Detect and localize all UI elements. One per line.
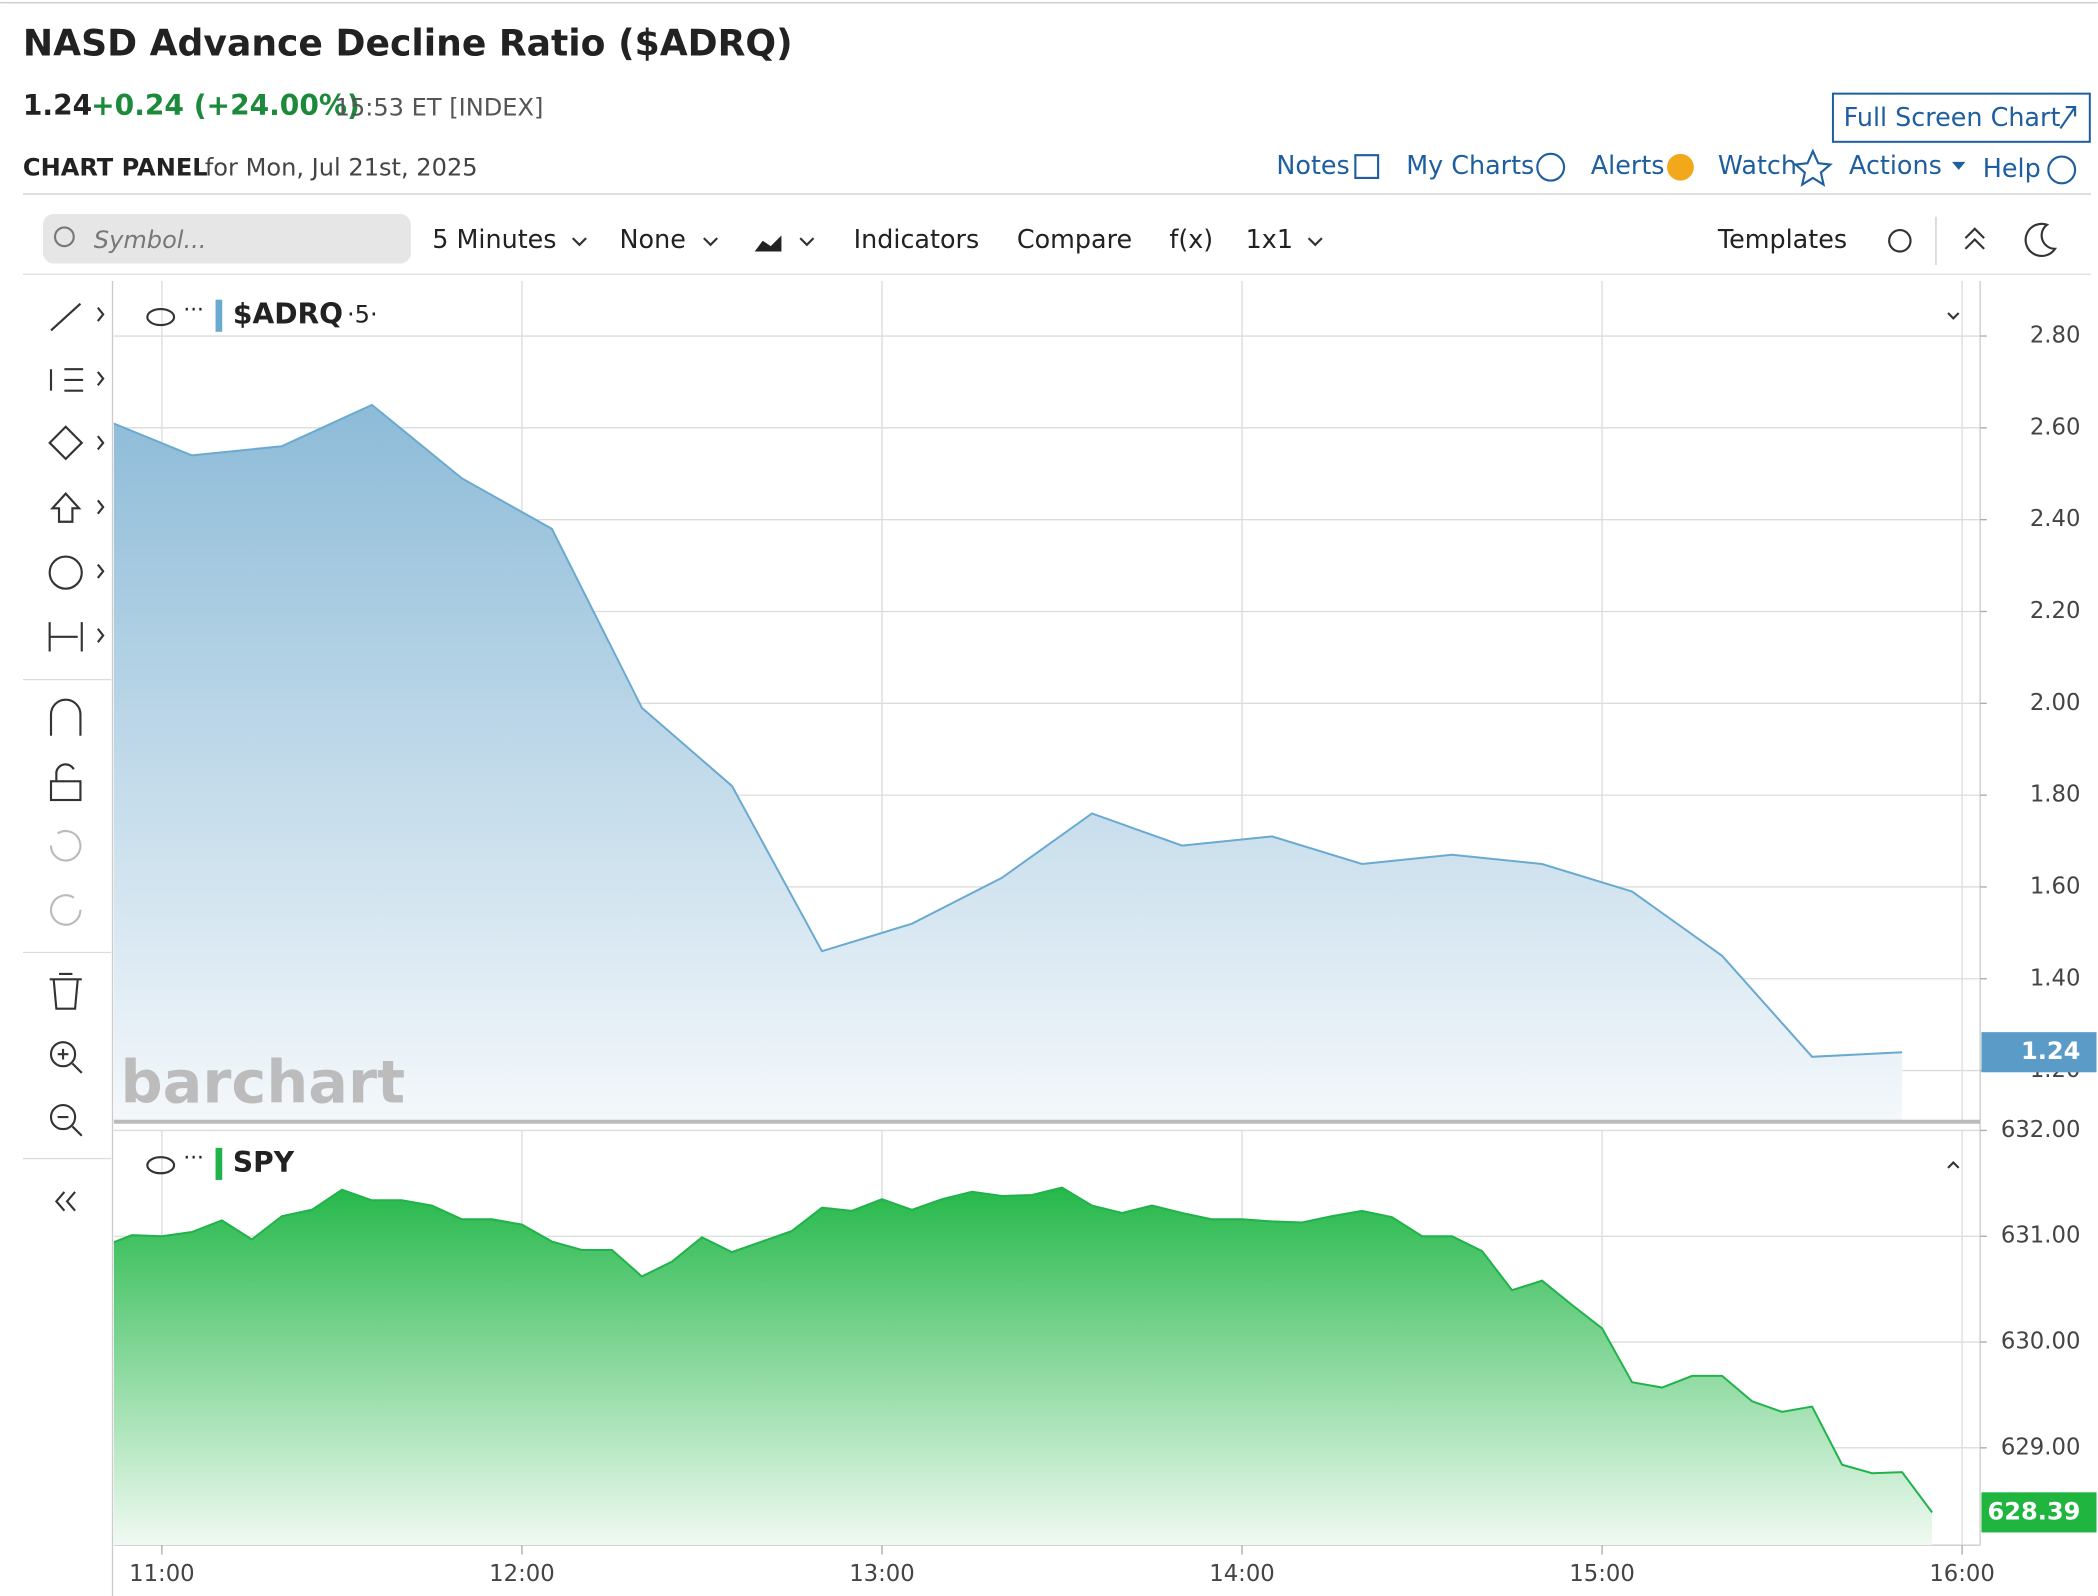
zoom-out[interactable]	[49, 1103, 77, 1131]
toolbar-indicators[interactable]: Indicators	[854, 224, 980, 254]
price-change: +0.24 (+24.00%)	[91, 89, 360, 122]
legend-interval: ·5·	[347, 301, 378, 329]
fib-tool[interactable]	[49, 368, 84, 392]
lock-tool[interactable]	[49, 780, 82, 802]
nav-my-charts[interactable]: My Charts	[1406, 150, 1534, 180]
y-tick-label: 629.00	[2001, 1434, 2081, 1460]
eye-icon[interactable]	[146, 1156, 176, 1175]
star-icon	[1792, 148, 1833, 187]
y-tick-label: 2.60	[2030, 414, 2081, 440]
full-screen-label[interactable]: Full Screen Chart	[1844, 102, 2061, 132]
area-fill	[113, 404, 1903, 1122]
watermark: barchart	[121, 1047, 406, 1116]
x-tick-label: 12:00	[489, 1561, 555, 1587]
y-tick-label: 631.00	[2001, 1223, 2081, 1249]
y-tick-label: 2.40	[2030, 506, 2081, 532]
help-icon	[2047, 155, 2077, 185]
settings-icon[interactable]	[1888, 229, 1912, 253]
legend-label: SPY	[233, 1146, 295, 1179]
quote-time: 15:53 ET [INDEX]	[335, 93, 544, 121]
y-tick-label: 1.80	[2030, 782, 2081, 808]
x-tick-label: 15:00	[1569, 1561, 1635, 1587]
title: NASD Advance Decline Ratio ($ADRQ)	[23, 21, 793, 64]
sidebar	[22, 302, 112, 1212]
alert-icon	[1667, 153, 1694, 181]
panel-label: CHART PANEL	[23, 154, 208, 182]
y-tick-label: 632.00	[2001, 1117, 2081, 1143]
last-price: 1.24	[23, 89, 92, 122]
zoom-in-glyph	[57, 1048, 83, 1074]
chevrons	[571, 237, 1323, 247]
more-icon[interactable]: ···	[183, 1146, 203, 1171]
area-fill	[113, 1187, 1933, 1546]
toolbar-aggregation[interactable]: None	[620, 224, 686, 254]
x-tick-label: 13:00	[849, 1561, 915, 1587]
panel-toggle[interactable]	[1947, 1161, 1960, 1169]
zoom-in[interactable]	[49, 1041, 77, 1068]
adrq-panel: 1.201.401.601.802.002.202.402.602.80$ADR…	[113, 280, 2097, 1122]
legend-label: $ADRQ	[233, 298, 343, 331]
legend: ··· ···	[146, 297, 1960, 1175]
symbol-placeholder: Symbol...	[94, 226, 207, 254]
toolbar-interval[interactable]: 5 Minutes	[432, 224, 556, 254]
arrow-tool[interactable]	[49, 492, 82, 523]
redo[interactable]	[49, 894, 82, 926]
undo[interactable]	[49, 830, 82, 862]
more-icon[interactable]: ···	[183, 297, 203, 322]
line	[113, 1186, 1933, 1513]
nav-actions[interactable]: Actions	[1849, 150, 1942, 180]
toolbar-fx[interactable]: f(x)	[1169, 224, 1213, 254]
last-price-label: 628.39	[1988, 1497, 2081, 1525]
line	[113, 403, 1903, 1058]
theme-icon[interactable]	[2024, 222, 2058, 258]
toolbar-templates[interactable]: Templates	[1717, 224, 1847, 254]
toolbar-layout[interactable]: 1x1	[1246, 224, 1293, 254]
nav-alerts[interactable]: Alerts	[1591, 150, 1665, 180]
notes-icon	[1354, 154, 1380, 179]
last-price-badge	[1981, 1032, 2097, 1073]
delete-tool[interactable]	[49, 972, 82, 1010]
y-tick-label: 2.00	[2030, 690, 2081, 716]
x-tick-label: 14:00	[1209, 1561, 1275, 1587]
collapse-sidebar[interactable]	[54, 1191, 76, 1212]
spy-panel: 629.00 630.00 631.00 632.00 SPY 628.39 11:00 12…	[113, 1117, 2097, 1587]
search-icon	[53, 226, 75, 248]
legend-swatch	[215, 1147, 223, 1180]
toolbar-compare[interactable]: Compare	[1017, 224, 1132, 254]
y-tick-label: 1.60	[2030, 873, 2081, 899]
panel-divider	[113, 1119, 1981, 1124]
symbol-search[interactable]	[42, 214, 411, 264]
lock-shackle	[55, 763, 75, 782]
label-tool[interactable]	[48, 555, 83, 590]
shape-tool[interactable]	[48, 425, 84, 461]
collapse-icon[interactable]	[1964, 227, 1985, 250]
y-tick-label: 2.80	[2030, 323, 2081, 349]
chart-type-icon[interactable]	[754, 235, 782, 252]
tool-expanders	[96, 307, 105, 643]
measure-tool[interactable]	[48, 622, 83, 652]
y-tick-label: 1.40	[2030, 965, 2081, 991]
last-price-label: 1.24	[2021, 1037, 2080, 1065]
magnet-tool[interactable]	[49, 698, 82, 736]
legend-swatch	[215, 299, 223, 332]
external-icon	[2059, 105, 2077, 130]
eye-icon[interactable]	[146, 307, 176, 327]
full-screen-button[interactable]	[1831, 92, 2091, 143]
nav-help[interactable]: Help	[1983, 153, 2041, 183]
y-tick-label: 630.00	[2001, 1329, 2081, 1355]
nav-notes[interactable]: Notes	[1276, 150, 1349, 180]
x-tick-label: 11:00	[129, 1561, 195, 1587]
line-tool[interactable]	[50, 302, 82, 332]
last-price-badge	[1981, 1492, 2097, 1533]
nav-watch[interactable]: Watch	[1718, 150, 1797, 180]
panel-date: for Mon, Jul 21st, 2025	[205, 154, 478, 182]
zoom-out-glyph	[57, 1115, 83, 1137]
x-tick-label: 16:00	[1929, 1561, 1995, 1587]
plus-icon	[1536, 152, 1566, 182]
y-tick-label: 2.20	[2030, 598, 2081, 624]
caret-icon	[1952, 161, 1966, 170]
panel-toggle[interactable]	[1947, 312, 1960, 320]
